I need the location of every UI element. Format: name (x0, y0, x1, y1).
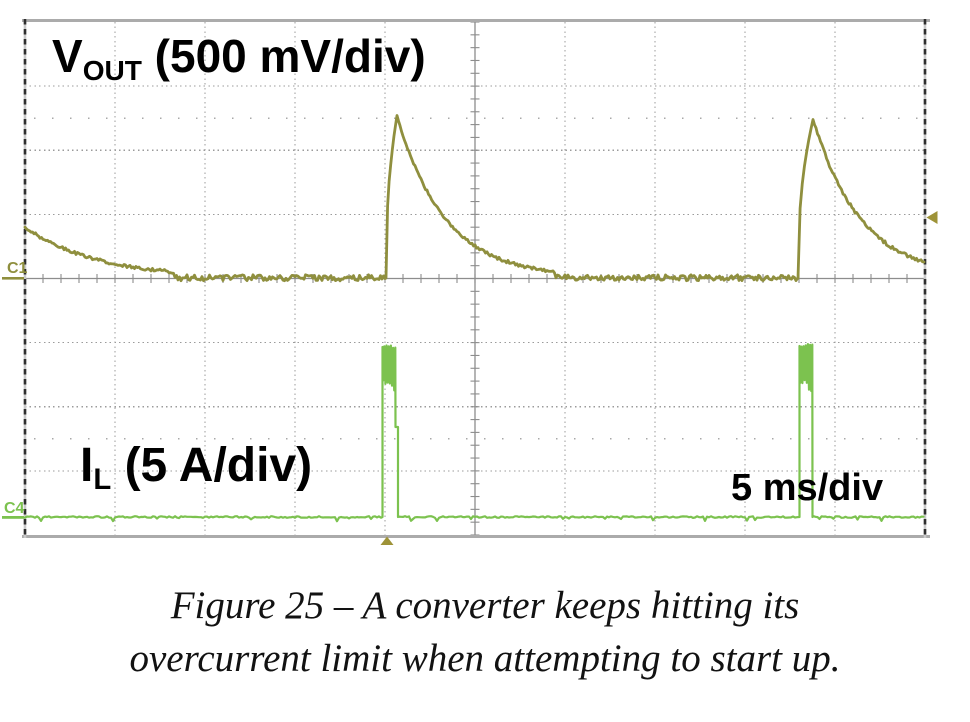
ch1-voltage-label: VOUT (500 mV/div) (52, 33, 426, 85)
ch4-label-scale: (5 A/div) (111, 439, 313, 492)
trigger-time-marker (380, 536, 394, 545)
ch4-current-label: IL (5 A/div) (80, 439, 313, 497)
figure-caption: Figure 25 – A converter keeps hitting it… (0, 579, 970, 685)
figure-caption-line1: Figure 25 – A converter keeps hitting it… (170, 584, 800, 627)
channel1-tag: C1 (7, 260, 28, 277)
scope-waveform-plot (2, 19, 938, 545)
ch4-label-symbol: I (80, 439, 94, 492)
channel4-tag: C4 (4, 500, 25, 517)
ch1-label-subscript: OUT (82, 54, 142, 86)
trigger-level-marker (926, 211, 938, 224)
ch1-label-scale: (500 mV/div) (141, 30, 426, 82)
ch4-label-subscript: L (93, 463, 112, 497)
ch1-label-symbol: V (52, 30, 83, 82)
figure-caption-line2: overcurrent limit when attempting to sta… (129, 637, 841, 680)
timebase-label: 5 ms/div (731, 467, 884, 509)
